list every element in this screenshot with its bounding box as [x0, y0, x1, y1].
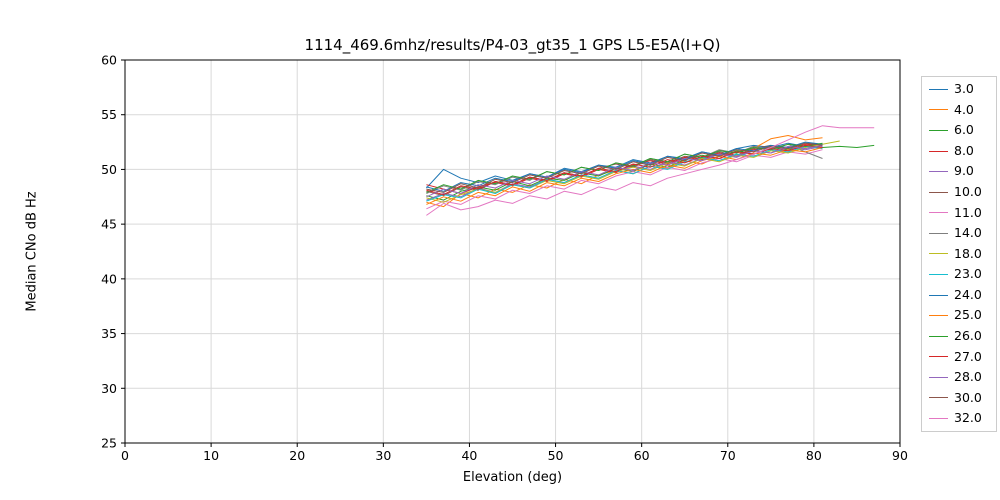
y-axis-label: Median CNo dB Hz [24, 191, 40, 312]
x-tick-label: 80 [806, 448, 822, 463]
legend-line-sample [929, 109, 948, 111]
x-tick-label: 70 [720, 448, 736, 463]
x-tick-label: 20 [289, 448, 305, 463]
legend-item: 10.0 [929, 183, 989, 199]
y-tick-label: 25 [101, 436, 117, 451]
legend-label: 24.0 [954, 286, 982, 302]
legend-line-sample [929, 129, 948, 131]
series-line-3.0 [426, 142, 823, 189]
legend-label: 6.0 [954, 122, 974, 138]
y-tick-label: 60 [101, 53, 117, 68]
legend-item: 25.0 [929, 309, 989, 322]
legend-item: 8.0 [929, 142, 989, 158]
legend-label: 18.0 [954, 245, 982, 261]
legend-line-sample [929, 88, 948, 90]
series-line-18.0 [426, 140, 840, 203]
y-tick-label: 40 [101, 271, 117, 286]
legend-item: 32.0 [929, 412, 989, 425]
legend-label: 14.0 [954, 225, 982, 241]
legend-item: 24.0 [929, 286, 989, 302]
legend-item: 14.0 [929, 227, 989, 240]
legend-line-sample [929, 150, 948, 152]
legend-label: 26.0 [954, 327, 982, 343]
y-tick-label: 35 [101, 326, 117, 341]
legend-label: 30.0 [954, 389, 982, 405]
series-line-23.0 [426, 145, 823, 202]
legend-item: 28.0 [929, 371, 989, 384]
legend: 3.0 4.0 6.0 8.0 9.0 10.0 11.0 14.0 18.0 23.0 24.0 2… [921, 76, 997, 432]
legend-item: 9.0 [929, 165, 989, 178]
y-tick-label: 55 [101, 107, 117, 122]
legend-line-sample [929, 397, 948, 399]
legend-label: 4.0 [954, 101, 974, 117]
legend-label: 28.0 [954, 369, 982, 385]
legend-line-sample [929, 294, 948, 296]
legend-item: 3.0 [929, 83, 989, 96]
axes-frame [124, 59, 901, 444]
legend-label: 8.0 [954, 142, 974, 158]
legend-line-sample [929, 315, 948, 317]
legend-line-sample [929, 212, 948, 214]
y-tick-label: 50 [101, 162, 117, 177]
legend-item: 30.0 [929, 389, 989, 405]
legend-line-sample [929, 418, 948, 420]
legend-label: 27.0 [954, 348, 982, 364]
x-tick-label: 90 [892, 448, 908, 463]
y-tick-label: 30 [101, 381, 117, 396]
legend-label: 10.0 [954, 183, 982, 199]
x-tick-label: 0 [121, 448, 129, 463]
chart-title: 1114_469.6mhz/results/P4-03_gt35_1 GPS L… [304, 36, 721, 54]
legend-line-sample [929, 232, 948, 234]
x-axis-label: Elevation (deg) [462, 470, 563, 485]
legend-item: 6.0 [929, 124, 989, 137]
legend-label: 23.0 [954, 266, 982, 282]
legend-label: 9.0 [954, 163, 974, 179]
legend-label: 11.0 [954, 204, 982, 220]
legend-label: 32.0 [954, 410, 982, 426]
legend-item: 4.0 [929, 101, 989, 117]
x-tick-label: 30 [375, 448, 391, 463]
legend-item: 23.0 [929, 268, 989, 281]
legend-line-sample [929, 253, 948, 255]
legend-line-sample [929, 376, 948, 378]
legend-line-sample [929, 191, 948, 193]
legend-label: 3.0 [954, 81, 974, 97]
legend-item: 11.0 [929, 204, 989, 220]
series-line-30.0 [426, 142, 823, 193]
legend-line-sample [929, 171, 948, 173]
legend-item: 27.0 [929, 348, 989, 364]
x-tick-label: 10 [203, 448, 219, 463]
x-tick-label: 60 [634, 448, 650, 463]
series-line-32.0 [426, 125, 875, 216]
legend-item: 26.0 [929, 327, 989, 343]
legend-line-sample [929, 335, 948, 337]
legend-item: 18.0 [929, 245, 989, 261]
x-tick-label: 40 [461, 448, 477, 463]
legend-label: 25.0 [954, 307, 982, 323]
y-tick-label: 45 [101, 217, 117, 232]
legend-line-sample [929, 273, 948, 275]
x-tick-label: 50 [548, 448, 564, 463]
legend-line-sample [929, 356, 948, 358]
